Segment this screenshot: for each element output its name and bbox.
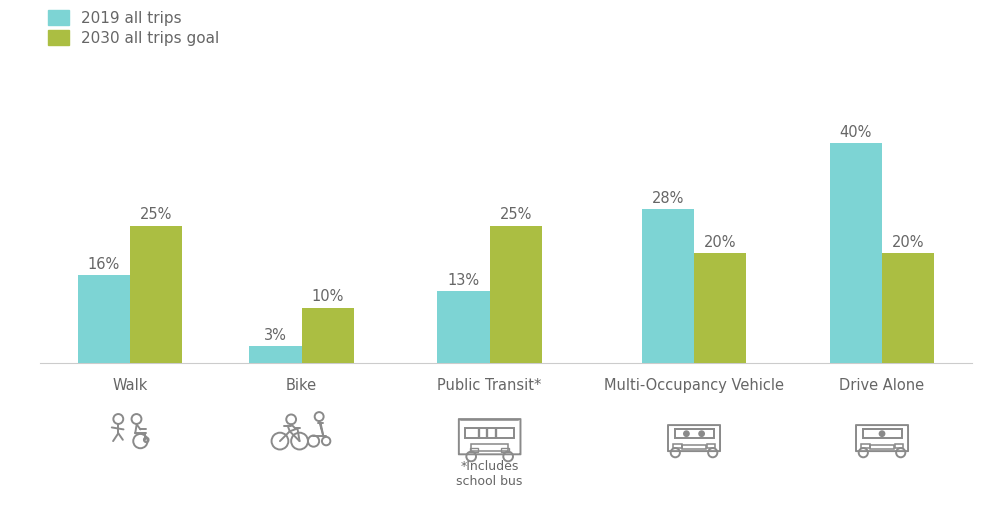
Text: 13%: 13%	[448, 273, 480, 288]
Bar	[682, 446, 705, 450]
Circle shape	[698, 430, 705, 437]
Text: 25%: 25%	[500, 207, 532, 223]
Circle shape	[683, 430, 689, 437]
Text: 20%: 20%	[704, 235, 736, 250]
Bar	[78, 275, 130, 363]
Bar	[490, 226, 542, 363]
Text: 25%: 25%	[140, 207, 172, 223]
Text: 20%: 20%	[892, 235, 925, 250]
Circle shape	[879, 430, 886, 437]
Bar	[249, 346, 302, 363]
Bar	[302, 308, 354, 363]
Bar	[694, 253, 746, 363]
Text: 10%: 10%	[312, 289, 344, 305]
Text: 40%: 40%	[840, 125, 872, 140]
Bar	[895, 445, 904, 448]
Bar	[830, 143, 882, 363]
Bar	[437, 292, 490, 363]
Bar	[672, 445, 681, 448]
Text: *Includes
school bus: *Includes school bus	[457, 460, 523, 488]
Bar	[861, 445, 870, 448]
Bar	[470, 448, 478, 452]
Bar	[871, 446, 894, 450]
Text: 28%: 28%	[651, 191, 684, 206]
Text: 3%: 3%	[265, 328, 287, 343]
Bar	[882, 253, 934, 363]
Bar	[863, 429, 902, 438]
Text: 16%: 16%	[88, 257, 120, 272]
Bar	[641, 209, 694, 363]
Bar	[465, 428, 514, 438]
Bar	[471, 445, 508, 451]
Bar	[706, 445, 715, 448]
Bar	[674, 429, 713, 438]
Legend: 2019 all trips, 2030 all trips goal: 2019 all trips, 2030 all trips goal	[48, 10, 219, 46]
Bar	[501, 448, 509, 452]
Bar	[130, 226, 182, 363]
